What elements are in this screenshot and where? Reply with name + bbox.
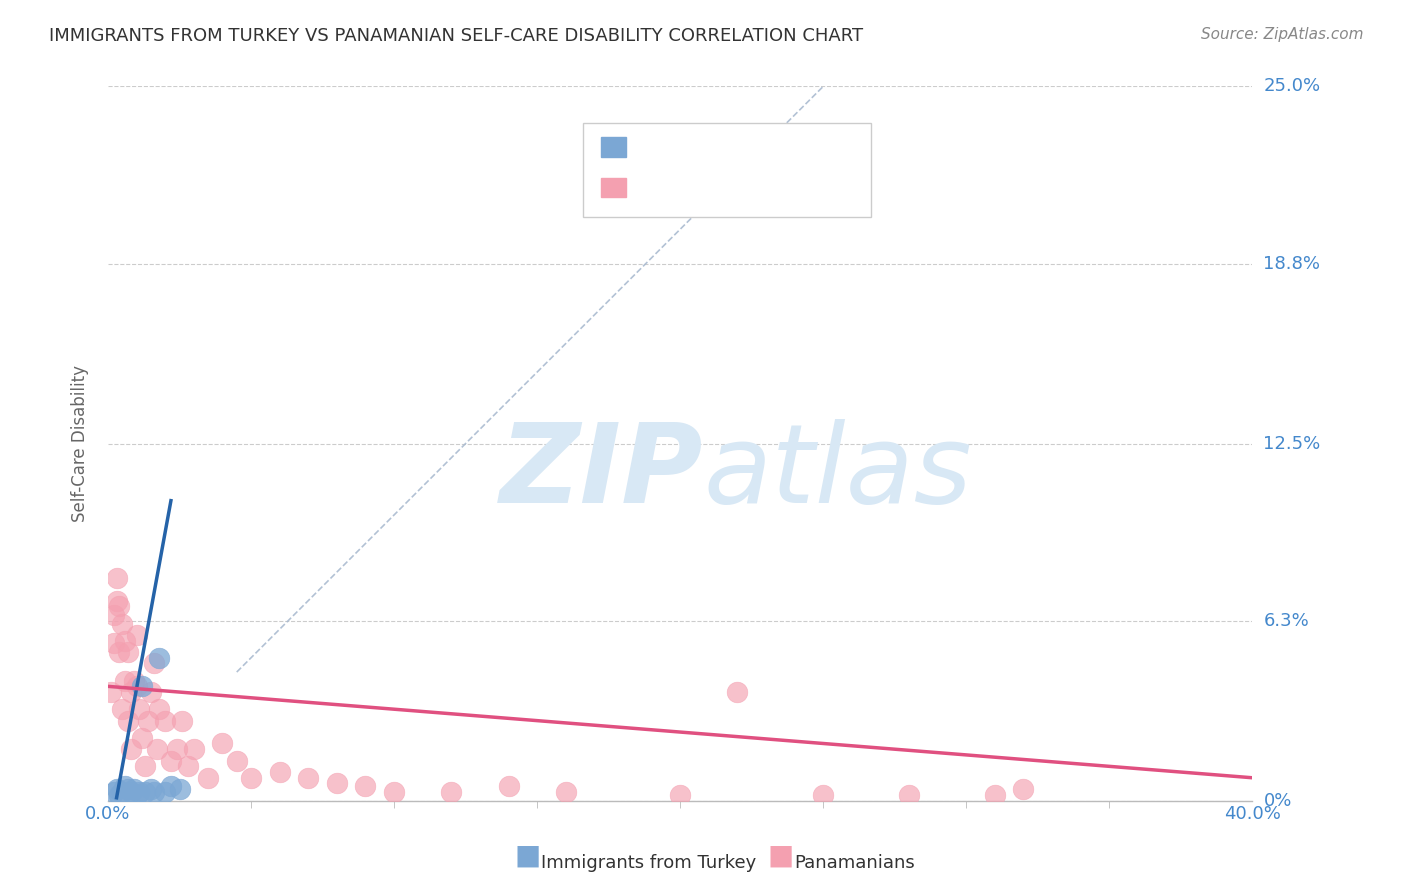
Point <box>122 782 145 797</box>
Point <box>326 776 349 790</box>
Text: 25.0%: 25.0% <box>1264 78 1320 95</box>
Point <box>160 754 183 768</box>
Point <box>105 571 128 585</box>
Point <box>111 616 134 631</box>
Text: 18.8%: 18.8% <box>1264 254 1320 273</box>
Point <box>811 788 834 802</box>
Point <box>136 714 159 728</box>
Point <box>554 785 576 799</box>
Point <box>225 754 247 768</box>
Text: IMMIGRANTS FROM TURKEY VS PANAMANIAN SELF-CARE DISABILITY CORRELATION CHART: IMMIGRANTS FROM TURKEY VS PANAMANIAN SEL… <box>49 27 863 45</box>
Point <box>172 714 194 728</box>
Point <box>103 636 125 650</box>
Point <box>142 657 165 671</box>
Point <box>139 782 162 797</box>
Point <box>440 785 463 799</box>
Point <box>108 645 131 659</box>
Point <box>498 780 520 794</box>
Point <box>134 759 156 773</box>
Point <box>160 780 183 794</box>
Text: R = -0.128   N = 50: R = -0.128 N = 50 <box>633 178 824 197</box>
Point <box>240 771 263 785</box>
Point <box>177 759 200 773</box>
Point <box>120 742 142 756</box>
Point <box>114 673 136 688</box>
Point <box>103 607 125 622</box>
Point <box>117 645 139 659</box>
Point <box>131 731 153 745</box>
Point <box>297 771 319 785</box>
Point <box>354 780 377 794</box>
Point <box>142 785 165 799</box>
Point <box>128 785 150 799</box>
Point <box>155 714 177 728</box>
Point <box>128 702 150 716</box>
Text: Immigrants from Turkey: Immigrants from Turkey <box>541 855 756 872</box>
Point <box>125 628 148 642</box>
Point <box>131 679 153 693</box>
Point <box>125 679 148 693</box>
Point <box>984 788 1007 802</box>
Text: 12.5%: 12.5% <box>1264 434 1320 452</box>
Point <box>105 593 128 607</box>
Point <box>122 673 145 688</box>
Text: 0%: 0% <box>1264 791 1292 810</box>
Text: ■: ■ <box>768 841 793 870</box>
Point <box>100 685 122 699</box>
Point <box>114 780 136 794</box>
Point <box>108 599 131 614</box>
Point <box>898 788 921 802</box>
Text: ■: ■ <box>515 841 540 870</box>
Point <box>120 685 142 699</box>
Y-axis label: Self-Care Disability: Self-Care Disability <box>72 365 89 522</box>
Point <box>211 737 233 751</box>
Point <box>148 650 170 665</box>
Point <box>111 785 134 799</box>
Point <box>120 785 142 799</box>
Point <box>197 771 219 785</box>
Text: Panamanians: Panamanians <box>794 855 915 872</box>
Point <box>148 702 170 716</box>
Text: ZIP: ZIP <box>499 419 703 526</box>
Point <box>117 782 139 797</box>
Point <box>117 714 139 728</box>
Point <box>382 785 405 799</box>
Point <box>166 742 188 756</box>
Point <box>1012 782 1035 797</box>
Point <box>669 788 692 802</box>
Point <box>125 788 148 802</box>
Point <box>145 742 167 756</box>
Point <box>105 782 128 797</box>
Text: atlas: atlas <box>703 419 972 526</box>
Text: Source: ZipAtlas.com: Source: ZipAtlas.com <box>1201 27 1364 42</box>
Point <box>725 685 748 699</box>
Point <box>111 702 134 716</box>
Point <box>155 785 177 799</box>
Text: 6.3%: 6.3% <box>1264 612 1309 630</box>
Text: R = 0.559   N = 18: R = 0.559 N = 18 <box>633 137 817 157</box>
Point <box>139 685 162 699</box>
Point <box>269 765 291 780</box>
Point <box>169 782 191 797</box>
Point <box>134 785 156 799</box>
Point <box>183 742 205 756</box>
Point <box>114 633 136 648</box>
Point <box>103 785 125 799</box>
Point <box>108 788 131 802</box>
